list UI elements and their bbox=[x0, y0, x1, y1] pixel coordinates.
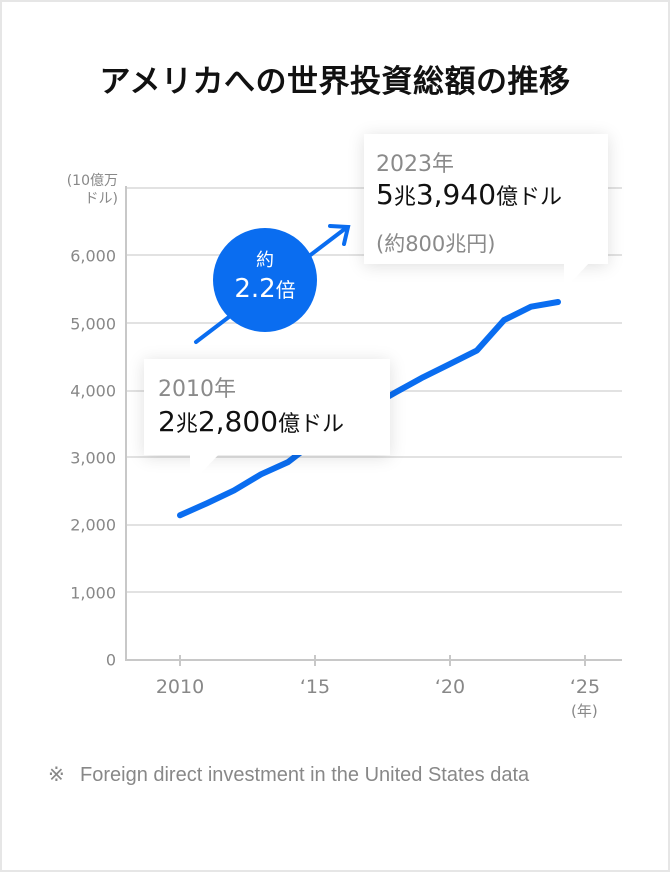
value-part: 3,940 bbox=[415, 178, 497, 211]
chart-title: アメリカへの世界投資総額の推移 bbox=[99, 64, 571, 100]
callout-2023: 2023年 5兆3,940億ドル (約800兆円) bbox=[364, 134, 608, 290]
y-tick-label: 4,000 bbox=[70, 381, 116, 401]
value-unit: 兆 bbox=[175, 412, 198, 437]
callout-2010: 2010年 2兆2,800億ドル bbox=[144, 359, 390, 485]
badge-line2: 2.2倍 bbox=[213, 272, 317, 307]
callout-2023-yen: (約800兆円) bbox=[376, 232, 496, 256]
value-unit: 億ドル bbox=[278, 412, 345, 437]
y-tick-label: 1,000 bbox=[70, 583, 116, 603]
badge-unit: 倍 bbox=[275, 278, 296, 302]
value-part: 2 bbox=[158, 405, 176, 438]
x-tick-label: ‘25 bbox=[569, 676, 601, 698]
callout-pointer bbox=[190, 453, 220, 485]
value-unit: 億ドル bbox=[496, 185, 563, 210]
reference-mark-icon: ※ bbox=[48, 764, 65, 786]
badge-line1: 約 bbox=[256, 250, 274, 271]
footnote-text: Foreign direct investment in the United … bbox=[80, 764, 530, 786]
footnote: ※ Foreign direct investment in the Unite… bbox=[48, 758, 608, 792]
y-axis-unit-line1: (10億万 bbox=[66, 173, 118, 189]
y-axis-unit-line2: ドル) bbox=[84, 191, 118, 207]
callout-2023-year: 2023年 bbox=[376, 152, 454, 177]
badge-multiplier: 2.2 bbox=[234, 274, 276, 304]
callout-pointer bbox=[564, 262, 590, 290]
y-tick-label: 2,000 bbox=[70, 515, 116, 535]
y-tick-label: 3,000 bbox=[70, 448, 116, 468]
x-axis-unit-label: (年) bbox=[571, 702, 598, 720]
y-axis-unit-label: (10億万 ドル) bbox=[28, 172, 118, 208]
y-tick-label: 5,000 bbox=[70, 314, 116, 333]
x-tick-label: ‘15 bbox=[299, 676, 331, 698]
value-part: 5 bbox=[376, 178, 394, 211]
axes bbox=[125, 186, 622, 666]
callout-2010-year: 2010年 bbox=[158, 377, 236, 402]
y-tick-label: 0 bbox=[105, 650, 116, 670]
callout-2023-value: 5兆3,940億ドル bbox=[376, 178, 562, 211]
value-part: 2,800 bbox=[197, 405, 279, 438]
x-tick-label: ‘20 bbox=[434, 676, 466, 698]
value-unit: 兆 bbox=[393, 185, 416, 210]
y-tick-label: 6,000 bbox=[70, 246, 116, 266]
x-tick-label: 2010 bbox=[155, 676, 205, 698]
callout-2010-value: 2兆2,800億ドル bbox=[158, 405, 344, 438]
growth-badge: 約 2.2倍 bbox=[213, 228, 317, 332]
